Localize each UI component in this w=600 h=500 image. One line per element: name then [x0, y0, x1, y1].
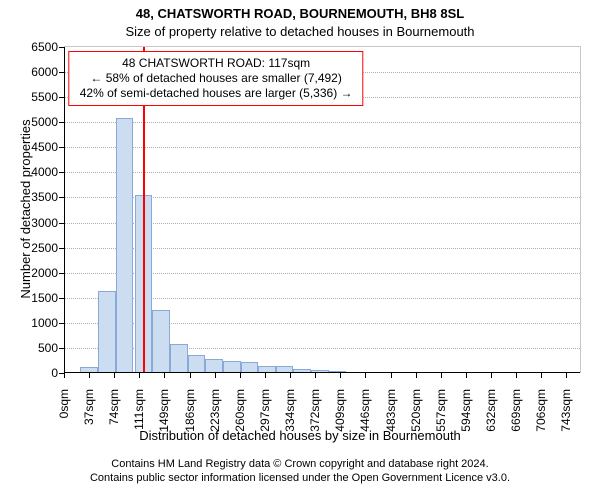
y-tick-label: 2500 — [31, 241, 64, 255]
x-tick-mark — [114, 373, 115, 378]
x-tick-label: 334sqm — [283, 386, 297, 432]
y-tick-label: 4500 — [31, 140, 64, 154]
x-tick-label: 0sqm — [57, 386, 71, 418]
x-tick-label: 186sqm — [183, 386, 197, 432]
y-tick-label: 500 — [38, 341, 64, 355]
x-tick-label: 372sqm — [308, 386, 322, 432]
y-tick-label: 1000 — [31, 316, 64, 330]
x-tick-mark — [340, 373, 341, 378]
x-tick-mark — [541, 373, 542, 378]
x-tick-mark — [391, 373, 392, 378]
x-tick-mark — [491, 373, 492, 378]
x-axis-label: Distribution of detached houses by size … — [0, 428, 600, 443]
x-tick-mark — [240, 373, 241, 378]
chart-container: { "title": "48, CHATSWORTH ROAD, BOURNEM… — [0, 0, 600, 500]
x-tick-label: 743sqm — [559, 386, 573, 432]
y-tick-label: 3500 — [31, 190, 64, 204]
x-tick-mark — [566, 373, 567, 378]
y-tick-label: 2000 — [31, 266, 64, 280]
info-box: 48 CHATSWORTH ROAD: 117sqm ← 58% of deta… — [69, 51, 364, 106]
info-line-1: 48 CHATSWORTH ROAD: 117sqm — [80, 56, 353, 71]
x-tick-label: 520sqm — [409, 386, 423, 432]
x-tick-mark — [89, 373, 90, 378]
x-tick-label: 669sqm — [509, 386, 523, 432]
x-tick-label: 632sqm — [484, 386, 498, 432]
x-tick-mark — [315, 373, 316, 378]
info-line-2: ← 58% of detached houses are smaller (7,… — [80, 71, 353, 86]
x-tick-mark — [441, 373, 442, 378]
info-line-3: 42% of semi-detached houses are larger (… — [80, 86, 353, 101]
x-tick-label: 706sqm — [534, 386, 548, 432]
footer-line-2: Contains public sector information licen… — [0, 472, 600, 484]
x-tick-mark — [164, 373, 165, 378]
x-tick-label: 37sqm — [82, 386, 96, 425]
y-tick-label: 3000 — [31, 216, 64, 230]
chart-title: 48, CHATSWORTH ROAD, BOURNEMOUTH, BH8 8S… — [0, 6, 600, 21]
footer-line-1: Contains HM Land Registry data © Crown c… — [0, 458, 600, 470]
x-tick-label: 74sqm — [107, 386, 121, 425]
x-tick-label: 297sqm — [258, 386, 272, 432]
y-tick-label: 1500 — [31, 291, 64, 305]
x-tick-mark — [139, 373, 140, 378]
x-tick-label: 483sqm — [384, 386, 398, 432]
chart-subtitle: Size of property relative to detached ho… — [0, 24, 600, 39]
x-tick-mark — [416, 373, 417, 378]
x-tick-label: 409sqm — [333, 386, 347, 432]
plot-area: 0500100015002000250030003500400045005000… — [64, 46, 581, 373]
y-tick-label: 0 — [51, 366, 64, 380]
x-tick-label: 149sqm — [157, 386, 171, 432]
x-tick-mark — [64, 373, 65, 378]
x-tick-mark — [215, 373, 216, 378]
x-tick-mark — [190, 373, 191, 378]
x-tick-label: 594sqm — [459, 386, 473, 432]
y-tick-label: 4000 — [31, 165, 64, 179]
y-tick-label: 6500 — [31, 40, 64, 54]
x-tick-label: 446sqm — [358, 386, 372, 432]
x-tick-label: 223sqm — [208, 386, 222, 432]
x-tick-label: 260sqm — [233, 386, 247, 432]
y-tick-label: 5500 — [31, 90, 64, 104]
x-tick-label: 111sqm — [132, 386, 146, 430]
y-tick-label: 5000 — [31, 115, 64, 129]
x-tick-mark — [265, 373, 266, 378]
x-tick-mark — [290, 373, 291, 378]
x-tick-mark — [516, 373, 517, 378]
y-tick-label: 6000 — [31, 65, 64, 79]
x-tick-mark — [365, 373, 366, 378]
x-tick-mark — [466, 373, 467, 378]
x-tick-label: 557sqm — [434, 386, 448, 432]
